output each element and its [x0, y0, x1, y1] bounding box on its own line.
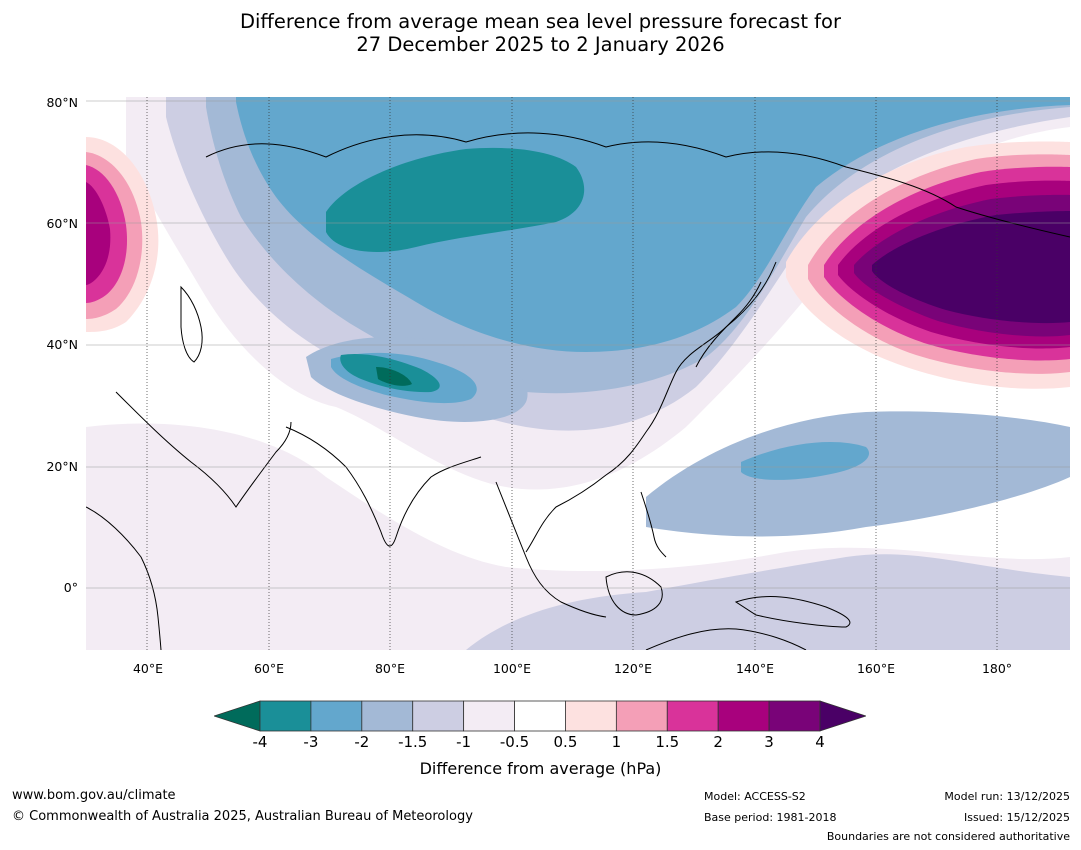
colorbar-tick-label: 1.5: [655, 733, 680, 751]
coastline-borneo: [605, 571, 663, 616]
colorbar-tick-label: -1: [456, 733, 472, 751]
anomaly-region-neg1-pacific: [466, 554, 1070, 650]
lat-label-60n: 60°N: [46, 216, 78, 231]
colorbar-left-arrow: [214, 700, 261, 732]
colorbar-cells: [259, 700, 821, 732]
lon-label-140e: 140°E: [735, 661, 774, 676]
coastline-australia-north: [645, 628, 807, 650]
colorbar-tick-label: 2: [713, 733, 723, 751]
lon-label-40e: 40°E: [132, 661, 164, 676]
anomaly-region-pos4-npacific: [872, 211, 1070, 324]
lon-label-160e: 160°E: [856, 661, 895, 676]
colorbar-cell: [615, 700, 668, 732]
footer-copyright: © Commonwealth of Australia 2025, Austra…: [12, 809, 473, 824]
title-line-1: Difference from average mean sea level p…: [240, 10, 841, 33]
lat-label-80n: 80°N: [46, 95, 78, 110]
anomaly-region-neg2-pacific: [741, 442, 870, 480]
colorbar-tick-label: 1: [611, 733, 622, 751]
anomaly-region-neg15-pacific: [646, 411, 1070, 537]
colorbar-cell: [666, 700, 719, 732]
coastline-africa-east: [86, 506, 162, 650]
colorbar-tick-label: -0.5: [499, 733, 530, 751]
lon-label-180: 180°: [981, 661, 1013, 676]
colorbar-tick-label: 4: [815, 733, 825, 751]
lat-label-0: 0°: [63, 580, 78, 595]
coastline-japan: [695, 281, 762, 368]
colorbar-cell: [310, 700, 363, 732]
coastline-arabia: [115, 391, 292, 508]
colorbar-label: Difference from average (hPa): [419, 759, 662, 778]
colorbar-tick-label: -2: [354, 733, 370, 751]
colorbar-cell: [565, 700, 617, 732]
footer-issued: Issued: 15/12/2025: [963, 811, 1070, 824]
colorbar-cell: [514, 700, 566, 732]
footer-model-run: Model run: 13/12/2025: [944, 790, 1070, 803]
footer-website: www.bom.gov.au/climate: [12, 788, 176, 803]
coastline-india: [285, 426, 482, 547]
colorbar-cell: [768, 700, 821, 732]
colorbar-tick-label: 3: [764, 733, 774, 751]
lat-label-40n: 40°N: [46, 337, 78, 352]
colorbar-tick-label: -1.5: [398, 733, 428, 751]
pressure-anomaly-map: [86, 97, 1070, 650]
footer-disclaimer: Boundaries are not considered authoritat…: [826, 830, 1070, 843]
lon-label-80e: 80°E: [374, 661, 406, 676]
parallels: [86, 100, 1070, 589]
footer-model: Model: ACCESS-S2: [704, 790, 806, 803]
chart-title: Difference from average mean sea level p…: [0, 10, 1081, 56]
anomaly-region-neg3-siberia: [326, 147, 585, 252]
colorbar-tick-label: 0.5: [553, 733, 578, 751]
colorbar-cell: [259, 700, 312, 732]
coastlines: [86, 132, 1070, 650]
title-line-2: 27 December 2025 to 2 January 2026: [356, 33, 725, 56]
lon-label-120e: 120°E: [613, 661, 652, 676]
anomaly-region-neg4-tibet: [376, 367, 412, 386]
lon-label-100e: 100°E: [492, 661, 531, 676]
coastline-new-guinea: [734, 596, 851, 628]
coastline-philippines: [640, 491, 667, 558]
colorbar-cell: [361, 700, 414, 732]
colorbar-tick-label: -4: [252, 733, 268, 751]
map-svg: [86, 97, 1070, 650]
colorbar-cell: [412, 700, 465, 732]
coastline-arctic: [205, 132, 1070, 238]
colorbar-cell: [463, 700, 515, 732]
colorbar: [214, 700, 866, 732]
meridians: [146, 97, 998, 650]
colorbar-right-arrow: [819, 700, 866, 732]
coastline-caspian: [180, 285, 203, 363]
footer-base-period: Base period: 1981-2018: [704, 811, 837, 824]
anomaly-region-pos2-west: [86, 182, 111, 285]
colorbar-cell: [717, 700, 770, 732]
lon-label-60e: 60°E: [253, 661, 285, 676]
colorbar-tick-label: -3: [303, 733, 319, 751]
coastline-southeast-asia: [495, 481, 607, 618]
lat-label-20n: 20°N: [46, 459, 78, 474]
